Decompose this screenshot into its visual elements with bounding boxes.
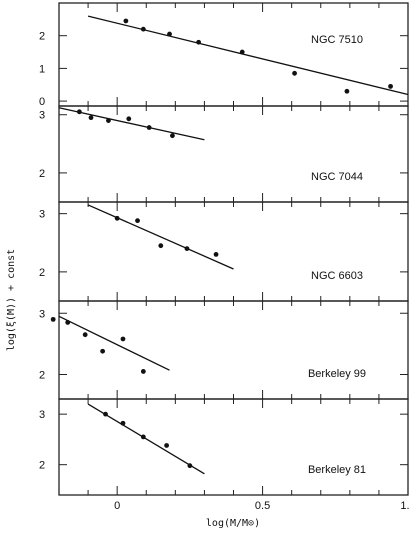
data-point xyxy=(123,18,129,24)
panel-cluster-label: Berkeley 81 xyxy=(308,464,366,476)
fit-line xyxy=(58,315,170,371)
fit-line xyxy=(87,403,205,475)
data-point xyxy=(239,49,245,55)
y-tick-label: 2 xyxy=(39,267,45,279)
y-tick-label: 2 xyxy=(39,370,45,382)
data-point xyxy=(106,118,111,123)
panel-cluster-label: NGC 7510 xyxy=(311,34,363,46)
data-point xyxy=(164,443,170,448)
y-tick-label: 3 xyxy=(39,308,45,320)
y-axis-title: log(ξ(M)) + const xyxy=(6,249,17,351)
data-point xyxy=(213,252,219,257)
panel-cluster-label: Berkeley 99 xyxy=(308,368,366,380)
fit-line xyxy=(58,107,205,141)
data-point xyxy=(114,215,120,221)
data-point xyxy=(100,348,106,354)
panel-3: 3 2 Berkeley 99 xyxy=(39,300,409,400)
y-tick-label: 2 xyxy=(39,31,45,43)
y-tick-label: 1 xyxy=(39,63,45,75)
panel-2: 3 2 NGC 6603 xyxy=(39,201,409,302)
panel-0: 2 1 0 NGC 7510 xyxy=(39,2,409,108)
data-point xyxy=(140,26,146,32)
panel-cluster-label: NGC 7044 xyxy=(311,171,363,183)
data-point xyxy=(146,125,152,130)
panel-frame xyxy=(58,105,409,203)
data-point xyxy=(344,88,350,94)
data-point xyxy=(158,243,164,249)
data-point xyxy=(126,116,132,122)
data-point xyxy=(135,218,140,224)
x-tick-label: 0.5 xyxy=(255,500,270,512)
panel-frame xyxy=(58,201,409,302)
data-point xyxy=(388,83,393,89)
data-point xyxy=(120,336,126,342)
data-point xyxy=(187,463,193,469)
y-tick-label: 0 xyxy=(39,96,45,108)
data-point xyxy=(82,332,88,338)
panel-4: 3 2 Berkeley 81 xyxy=(39,398,409,496)
panel-frame xyxy=(58,398,409,496)
panel-frame xyxy=(58,2,409,107)
panel-cluster-label: NGC 6603 xyxy=(311,270,363,282)
data-point xyxy=(65,320,71,325)
data-point xyxy=(196,39,202,45)
y-tick-label: 2 xyxy=(39,460,45,472)
x-tick-label: 1.0 xyxy=(400,500,409,512)
data-point xyxy=(140,369,146,374)
data-point xyxy=(50,316,56,322)
y-tick-label: 3 xyxy=(39,110,45,122)
fit-line xyxy=(87,204,234,270)
data-point xyxy=(76,109,82,115)
x-axis-title: log(M/M⊙) xyxy=(206,518,260,529)
data-point xyxy=(167,31,172,37)
fit-line xyxy=(87,15,409,96)
data-point xyxy=(103,411,108,417)
data-point xyxy=(184,246,190,251)
y-tick-label: 2 xyxy=(39,168,45,180)
data-point xyxy=(88,115,94,121)
data-point xyxy=(170,133,175,139)
panel-1: 3 2 NGC 7044 xyxy=(39,105,409,203)
data-point xyxy=(140,434,146,440)
data-point xyxy=(292,70,297,76)
y-tick-label: 3 xyxy=(39,409,45,421)
x-tick-label: 0 xyxy=(114,500,120,512)
panel-frame xyxy=(58,300,409,400)
y-tick-label: 3 xyxy=(39,209,45,221)
data-point xyxy=(120,420,126,426)
chart-panels: 2 1 0 NGC 7510 3 2 NGC 7044 3 2 NGC 6603 3 2 Berkele… xyxy=(39,2,409,512)
